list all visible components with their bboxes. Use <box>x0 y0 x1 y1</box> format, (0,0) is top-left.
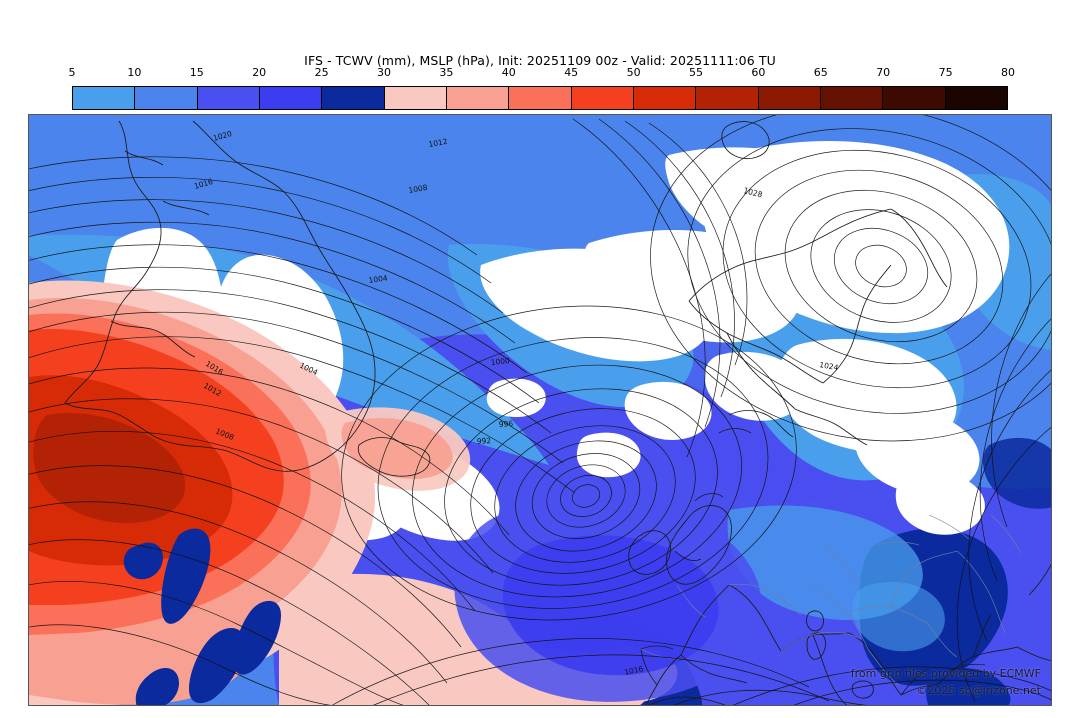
colorbar-tick-20: 20 <box>252 66 267 79</box>
colorbar-segment-9 <box>633 87 697 109</box>
colorbar-segment-1 <box>135 87 198 109</box>
colorbar-segment-11 <box>758 87 821 109</box>
colorbar-segment-4 <box>322 87 385 109</box>
map-canvas: 1020 1016 1012 1008 1004 1000 996 992 10… <box>28 114 1052 706</box>
attribution-copyright: ©2025 sb@irizone.net <box>916 683 1041 697</box>
colorbar-segment-10 <box>696 87 759 109</box>
colorbar-tick-55: 55 <box>688 66 703 79</box>
coastline-layer <box>64 120 1051 705</box>
colorbar-tick-labels: 5 10 15 20 25 30 35 40 45 50 55 60 65 70 75 80 <box>68 66 1016 82</box>
colorbar-tick-75: 75 <box>938 66 953 79</box>
colorbar-segment-3 <box>259 87 323 109</box>
colorbar-segment-5 <box>384 87 447 109</box>
colorbar-tick-40: 40 <box>501 66 516 79</box>
tcwv-shading-layer <box>29 115 1051 705</box>
colorbar-tick-35: 35 <box>439 66 454 79</box>
colorbar-segments <box>72 86 1008 110</box>
colorbar-segment-6 <box>446 87 510 109</box>
colorbar-tick-70: 70 <box>876 66 891 79</box>
attribution: from grib files provided by ECMWF ©2025 … <box>851 665 1041 699</box>
colorbar-tick-60: 60 <box>751 66 766 79</box>
chart-title: IFS - TCWV (mm), MSLP (hPa), Init: 20251… <box>304 53 776 68</box>
colorbar-tick-50: 50 <box>626 66 641 79</box>
colorbar-tick-25: 25 <box>314 66 329 79</box>
colorbar-tick-10: 10 <box>127 66 142 79</box>
mslp-isobar-layer <box>29 115 1051 705</box>
colorbar-tick-65: 65 <box>813 66 828 79</box>
colorbar-tick-30: 30 <box>376 66 391 79</box>
colorbar-segment-7 <box>509 87 572 109</box>
colorbar-segment-12 <box>820 87 884 109</box>
colorbar-tick-45: 45 <box>564 66 579 79</box>
colorbar-tick-15: 15 <box>189 66 204 79</box>
colorbar-segment-2 <box>197 87 260 109</box>
colorbar-segment-8 <box>571 87 634 109</box>
colorbar <box>72 86 1008 110</box>
attribution-source: from grib files provided by ECMWF <box>850 666 1041 680</box>
colorbar-segment-0 <box>73 87 136 109</box>
colorbar-segment-14 <box>945 87 1007 109</box>
colorbar-tick-5: 5 <box>68 66 76 79</box>
colorbar-tick-80: 80 <box>1001 66 1015 79</box>
colorbar-segment-13 <box>883 87 946 109</box>
